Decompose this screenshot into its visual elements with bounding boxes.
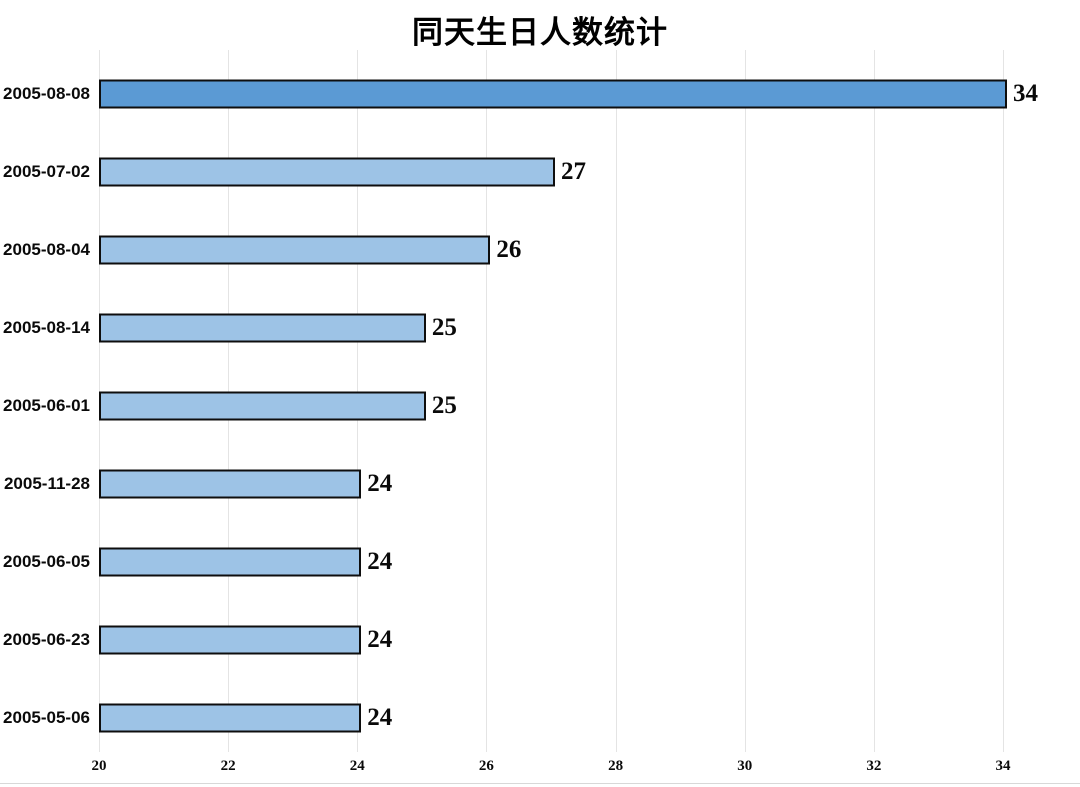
category-label: 2005-06-23	[3, 630, 90, 649]
category-label: 2005-06-05	[3, 552, 90, 571]
bar	[99, 703, 362, 733]
value-label: 26	[496, 236, 522, 263]
bar	[99, 625, 362, 655]
category-label: 2005-07-02	[3, 162, 90, 181]
x-tick-label: 24	[349, 758, 365, 774]
bar-row: 2005-05-06 24	[3, 679, 1003, 757]
bar-row: 2005-08-08 34	[3, 55, 1038, 133]
bar	[99, 547, 362, 577]
x-tick-label: 26	[478, 758, 494, 774]
value-label: 25	[431, 314, 457, 341]
chart-title: 同天生日人数统计	[412, 15, 668, 50]
value-label: 24	[367, 626, 393, 653]
bar	[99, 313, 426, 343]
gridline-32	[873, 50, 875, 752]
bar-row: 2005-06-05 24	[3, 523, 1003, 601]
value-label: 34	[1013, 80, 1038, 107]
x-tick-label: 30	[737, 758, 753, 774]
x-axis: 20 22 24 26 28 30 32 34	[92, 758, 1011, 782]
category-label: 2005-08-14	[3, 318, 90, 337]
value-label: 25	[431, 392, 457, 419]
gridline-26	[486, 50, 488, 752]
bar-row: 2005-08-04 26	[3, 211, 1003, 289]
category-label: 2005-05-06	[3, 708, 90, 727]
bar-row: 2005-11-28 24	[4, 445, 1003, 523]
bar-rows: 2005-08-08 34 2005-07-02 27 2005-08-04 26 2005…	[3, 55, 1038, 757]
gridline-34	[1003, 50, 1004, 752]
value-label: 24	[367, 548, 393, 575]
bar-row: 2005-08-14 25	[3, 289, 1003, 367]
bar	[99, 157, 555, 187]
bar	[99, 391, 426, 421]
plot-area: 2005-08-08 34 2005-07-02 27 2005-08-04 26 2005…	[3, 50, 1038, 752]
gridline-30	[744, 50, 746, 752]
category-label: 2005-08-04	[3, 240, 90, 259]
bar-row: 2005-06-01 25	[3, 367, 1003, 445]
value-label: 24	[367, 704, 393, 731]
bar-row: 2005-07-02 27	[3, 133, 1003, 211]
bar	[99, 235, 491, 265]
value-label: 24	[367, 470, 393, 497]
value-label: 27	[561, 158, 586, 185]
gridline-28	[615, 50, 617, 752]
bar	[99, 79, 1007, 109]
x-tick-label: 34	[995, 758, 1011, 774]
category-label: 2005-11-28	[3, 474, 90, 493]
x-tick-label: 28	[608, 758, 624, 774]
x-tick-label: 20	[91, 758, 107, 774]
x-tick-label: 22	[220, 758, 236, 774]
bar-row: 2005-06-23 24	[3, 601, 1003, 679]
bottom-divider	[0, 783, 1080, 784]
x-tick-label: 32	[866, 758, 882, 774]
category-label: 2005-08-08	[3, 84, 90, 103]
category-label: 2005-06-01	[3, 396, 90, 415]
bar	[99, 469, 362, 499]
